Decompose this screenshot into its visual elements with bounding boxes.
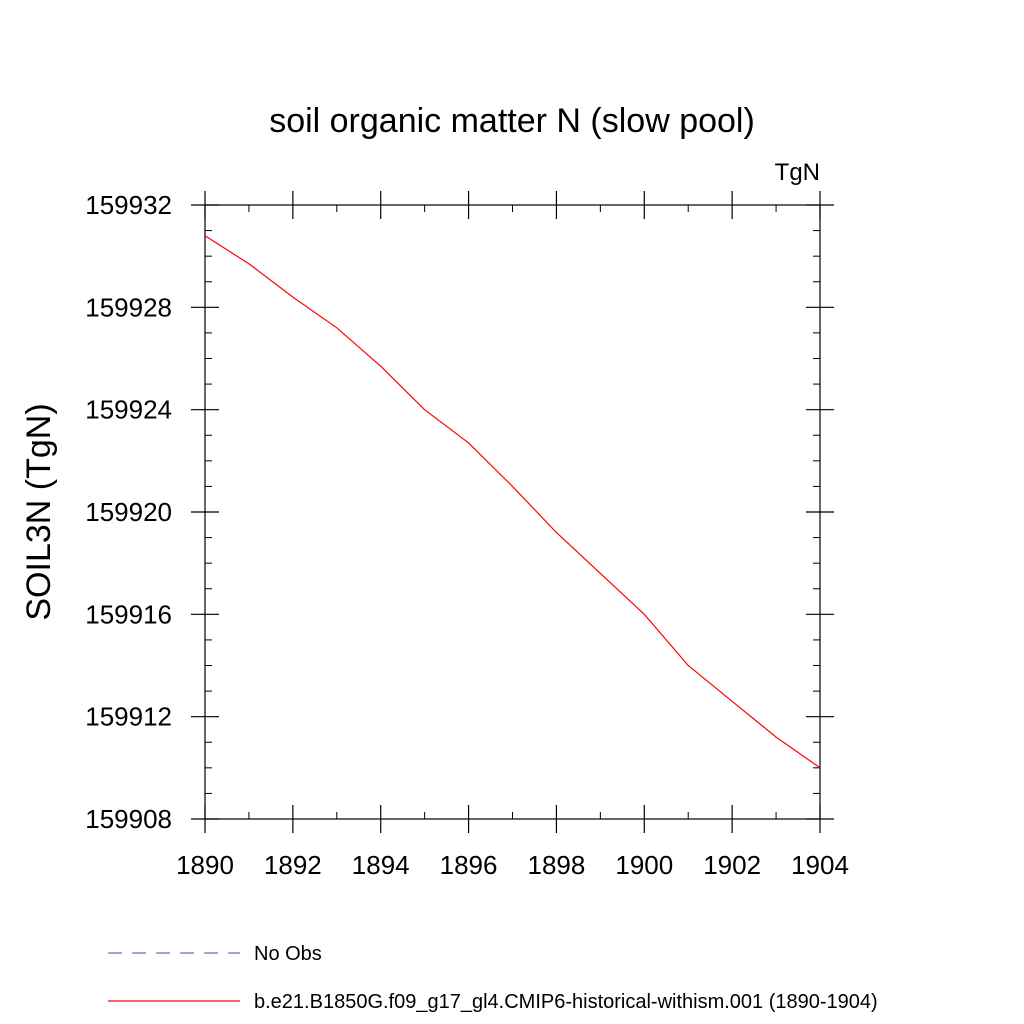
- legend: No Obs b.e21.B1850G.f09_g17_gl4.CMIP6-his…: [108, 943, 878, 1013]
- y-tick-label: 159920: [85, 497, 172, 527]
- y-tick-label: 159928: [85, 292, 172, 322]
- units-label: TgN: [775, 159, 820, 186]
- legend-label: b.e21.B1850G.f09_g17_gl4.CMIP6-historica…: [254, 991, 878, 1013]
- chart-title: soil organic matter N (slow pool): [269, 102, 755, 140]
- legend-label: No Obs: [254, 943, 322, 965]
- y-axis-label: SOIL3N (TgN): [20, 403, 58, 620]
- axis-tick-labels: 1890 1892 1894 1896 1898 1900 1902 1904 159908 15…: [85, 190, 849, 880]
- y-tick-label: 159916: [85, 599, 172, 629]
- x-tick-label: 1900: [615, 850, 673, 880]
- x-tick-label: 1896: [440, 850, 498, 880]
- x-tick-label: 1894: [352, 850, 410, 880]
- plot-frame: [204, 204, 821, 820]
- series-group: [204, 235, 821, 769]
- y-tick-label: 159912: [85, 702, 172, 732]
- axis-ticks: [191, 191, 834, 833]
- x-tick-label: 1902: [703, 850, 761, 880]
- y-tick-label: 159924: [85, 395, 172, 425]
- x-tick-label: 1890: [176, 850, 234, 880]
- series-line: [204, 235, 821, 769]
- x-tick-label: 1904: [791, 850, 849, 880]
- y-tick-label: 159908: [85, 804, 172, 834]
- x-tick-label: 1892: [264, 850, 322, 880]
- y-tick-label: 159932: [85, 190, 172, 220]
- x-tick-label: 1898: [528, 850, 586, 880]
